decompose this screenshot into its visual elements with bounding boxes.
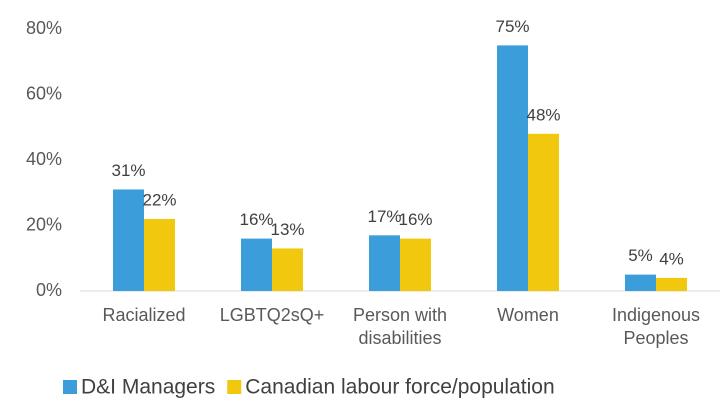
value-label: 22%: [142, 190, 176, 209]
x-tick-label: Racialized: [102, 305, 185, 325]
bar: [369, 235, 400, 291]
bar: [241, 238, 272, 291]
value-label: 13%: [270, 220, 304, 239]
value-label: 75%: [495, 17, 529, 36]
bar: [656, 277, 687, 291]
bar: [144, 218, 175, 291]
legend-swatch: [227, 380, 242, 394]
value-label: 17%: [367, 207, 401, 226]
bar: [497, 45, 528, 291]
legend-label: D&I Managers: [81, 376, 215, 399]
x-tick-label: LGBTQ2sQ+: [220, 305, 325, 325]
y-tick-label: 20%: [26, 214, 62, 234]
x-tick-label: Indigenous Peoples: [612, 305, 700, 348]
value-label: 48%: [526, 105, 560, 124]
y-tick-label: 60%: [26, 83, 62, 103]
x-tick-label: Women: [497, 305, 559, 325]
bar: [625, 274, 656, 291]
x-tick-label: Person with disabilities: [353, 305, 447, 348]
bar: [528, 133, 559, 291]
value-label: 16%: [239, 210, 273, 229]
bar: [272, 248, 303, 291]
value-label: 5%: [628, 246, 653, 265]
value-label: 16%: [398, 210, 432, 229]
bar: [400, 238, 431, 291]
value-label: 31%: [111, 161, 145, 180]
legend-swatch: [63, 380, 77, 394]
bar: [113, 189, 144, 291]
value-label: 4%: [659, 249, 684, 268]
y-tick-label: 40%: [26, 149, 62, 169]
y-tick-label: 80%: [26, 18, 62, 38]
legend-label: Canadian labour force/population: [245, 376, 554, 399]
y-tick-label: 0%: [36, 280, 62, 300]
